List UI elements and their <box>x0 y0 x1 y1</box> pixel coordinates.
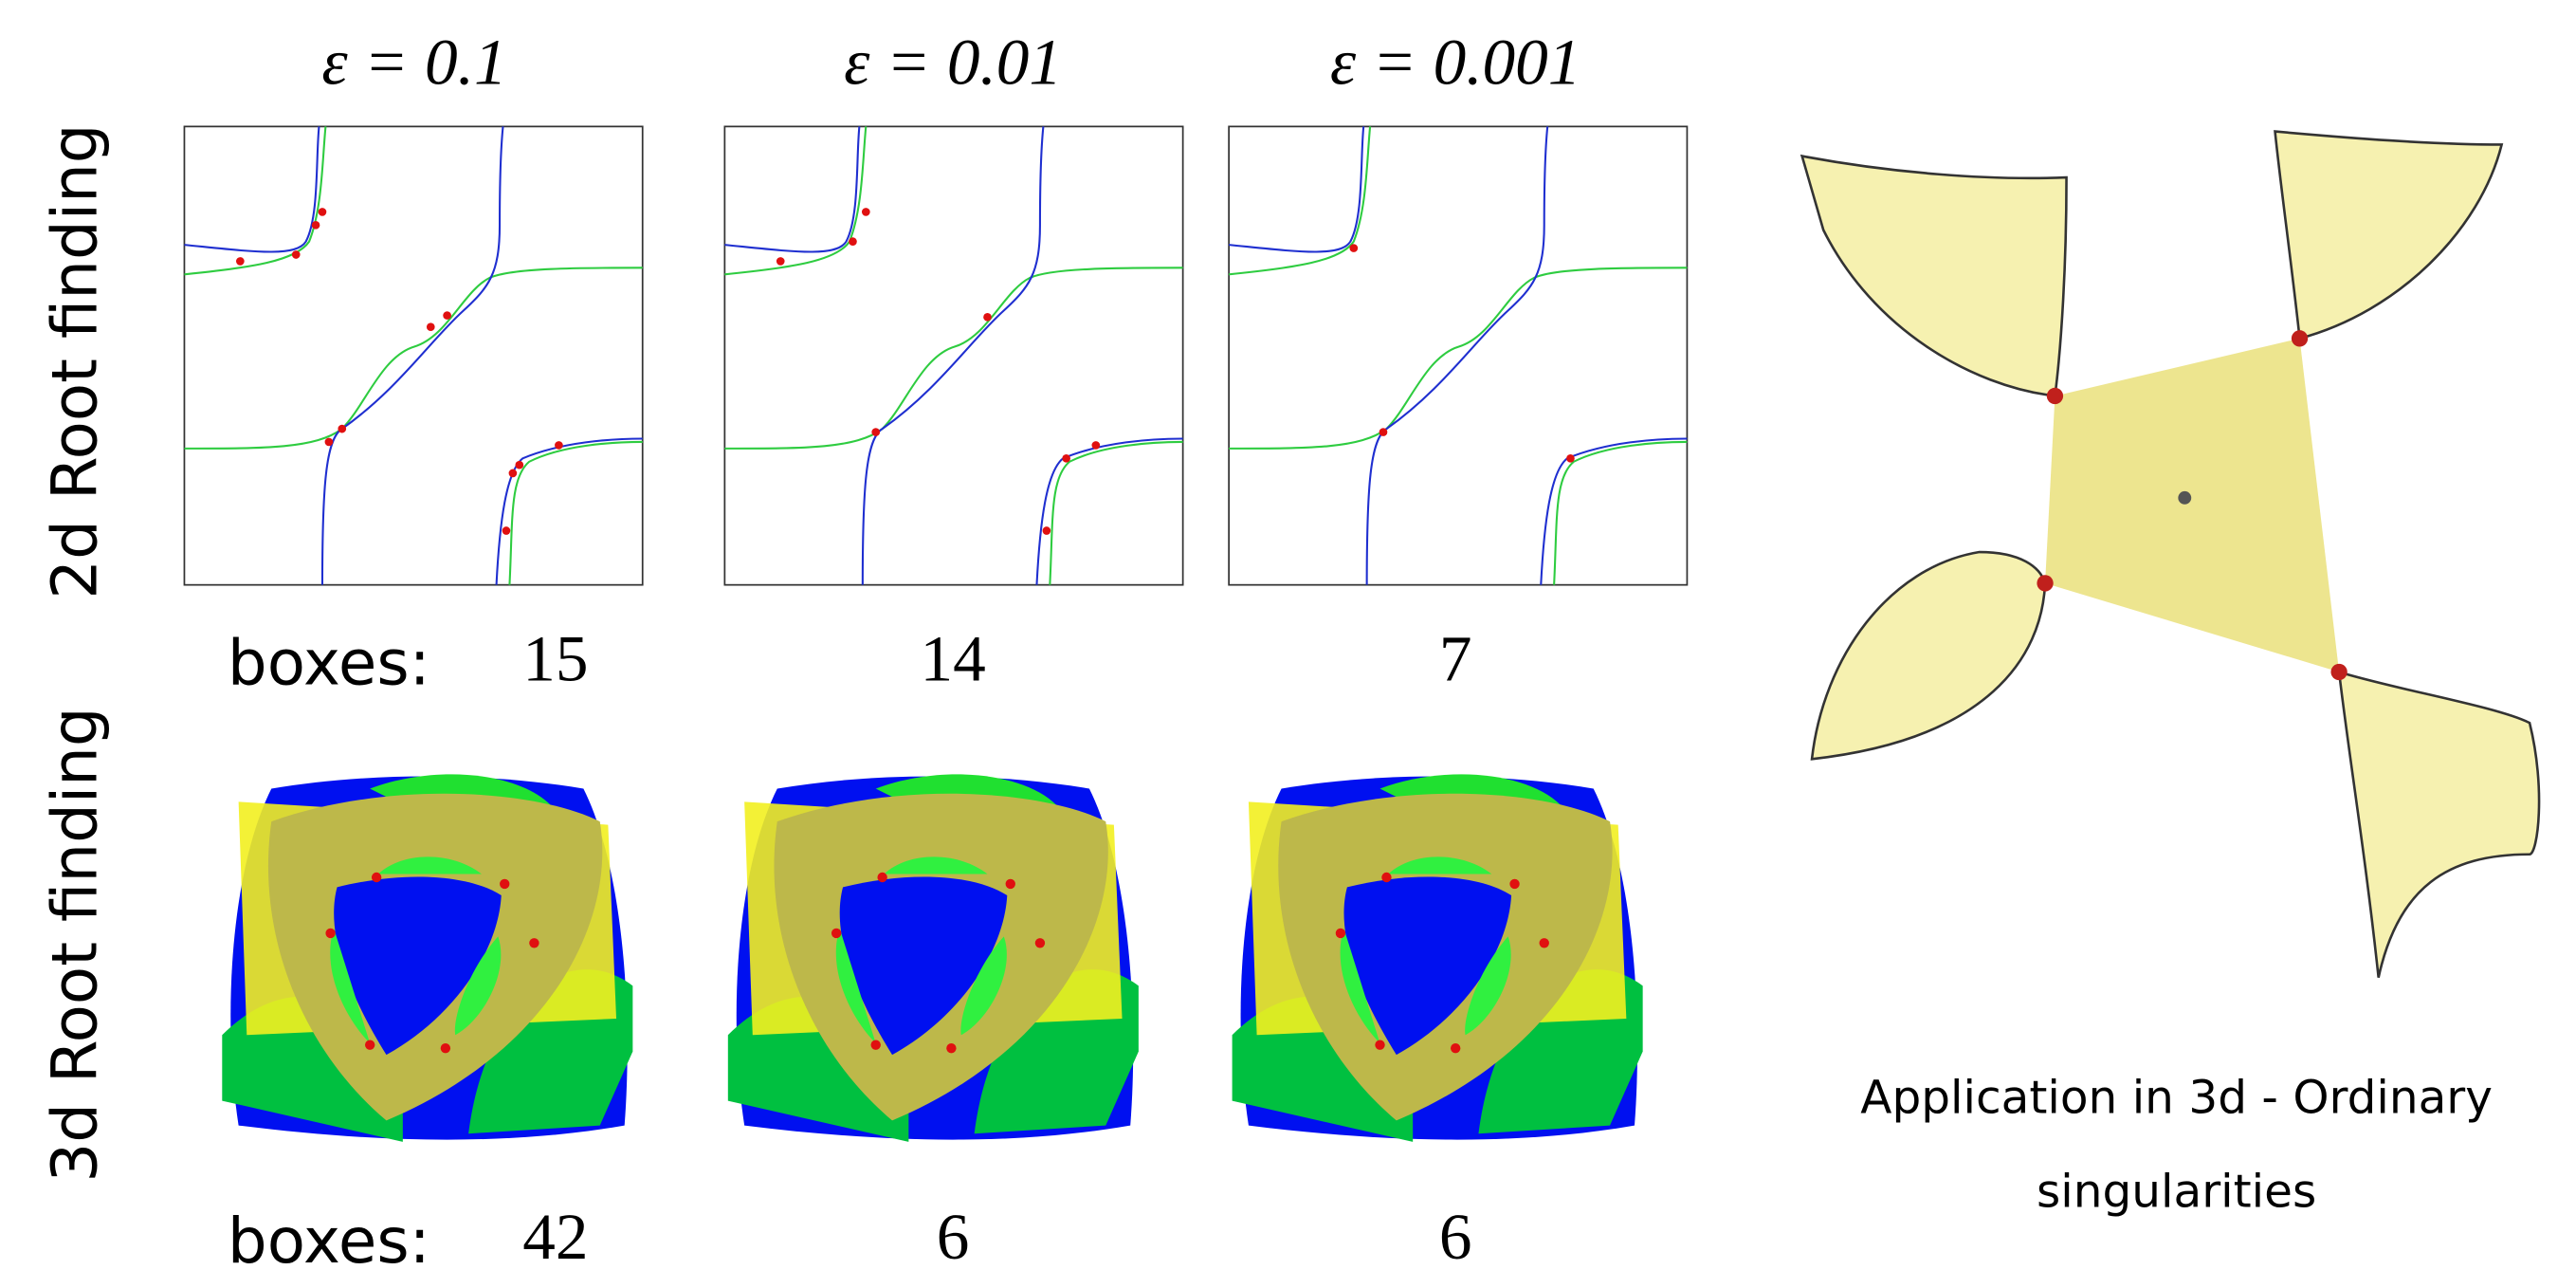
root-box <box>312 221 320 230</box>
root-box <box>983 313 992 322</box>
page: {"row_labels": {"root_2d": "2d Root find… <box>0 0 2576 1270</box>
root-box <box>1379 428 1388 436</box>
root-box <box>1062 454 1070 463</box>
root-box <box>338 425 346 433</box>
root-box <box>831 929 841 938</box>
root-box <box>1092 441 1101 450</box>
root-box <box>372 873 381 882</box>
root-box <box>365 1040 375 1049</box>
epsilon-label: ε = 0.1 <box>321 26 506 99</box>
root-box <box>1509 879 1519 889</box>
root-box <box>1540 938 1549 948</box>
root-box <box>1381 873 1391 882</box>
box-count: 14 <box>920 621 985 694</box>
root-box <box>500 879 509 889</box>
root-box <box>509 469 518 478</box>
root-plot-3d <box>728 774 1139 1142</box>
singular-point <box>2037 575 2053 591</box>
root-box <box>319 208 327 216</box>
plot-frame <box>1229 126 1687 584</box>
epsilon-label: ε = 0.01 <box>844 26 1062 99</box>
singular-point <box>2330 664 2347 680</box>
root-box <box>871 1040 881 1049</box>
surface-patch <box>1812 552 2045 759</box>
epsilon-label: ε = 0.001 <box>1330 26 1581 99</box>
box-count: 6 <box>1439 1200 1472 1270</box>
root-box <box>1375 1040 1384 1049</box>
root-box <box>862 208 870 216</box>
boxes-label: boxes: <box>228 1205 430 1270</box>
root-box <box>776 257 785 266</box>
surface-patch <box>2045 339 2339 672</box>
root-plot-2d <box>724 126 1182 584</box>
box-count: 42 <box>522 1200 588 1270</box>
root-box <box>946 1043 956 1053</box>
surface-patch <box>2275 132 2502 339</box>
root-box <box>1035 938 1045 948</box>
root-box <box>441 1043 450 1053</box>
center-point <box>2178 491 2191 505</box>
root-box <box>877 873 886 882</box>
box-count: 7 <box>1439 621 1472 694</box>
root-box <box>871 428 880 436</box>
surface-patch <box>1802 156 2067 396</box>
singular-point <box>2292 330 2308 346</box>
surface-illustration <box>1802 132 2539 978</box>
root-plot-3d <box>1233 774 1643 1142</box>
root-box <box>1006 879 1015 889</box>
root-box <box>529 938 539 948</box>
caption: singularities <box>2037 1165 2316 1218</box>
root-box <box>555 441 563 450</box>
root-plot-2d <box>1229 126 1687 584</box>
root-box <box>1451 1043 1460 1053</box>
row-label: 2d Root finding <box>39 123 112 598</box>
plot-frame <box>184 126 642 584</box>
root-box <box>427 322 435 331</box>
root-plot-3d <box>222 774 632 1142</box>
root-box <box>325 438 334 447</box>
root-box <box>502 526 511 535</box>
box-count: 15 <box>522 621 588 694</box>
caption: Application in 3d - Ordinary <box>1860 1072 2493 1125</box>
figure: 2d Root finding 3d Root finding boxes: b… <box>0 0 2576 1270</box>
boxes-label: boxes: <box>228 626 430 699</box>
plot-frame <box>724 126 1182 584</box>
root-box <box>292 250 301 259</box>
root-box <box>325 929 335 938</box>
root-plot-2d <box>184 126 642 584</box>
root-box <box>236 257 245 266</box>
row-label: 3d Root finding <box>39 707 112 1182</box>
root-box <box>1349 244 1358 252</box>
root-box <box>1043 526 1051 535</box>
box-count: 6 <box>937 1200 970 1270</box>
root-box <box>1336 929 1345 938</box>
surface-patch <box>2339 672 2539 977</box>
root-box <box>443 311 451 320</box>
root-box <box>1566 454 1575 463</box>
singular-point <box>2047 388 2063 404</box>
root-box <box>849 237 857 246</box>
root-box <box>515 461 523 469</box>
